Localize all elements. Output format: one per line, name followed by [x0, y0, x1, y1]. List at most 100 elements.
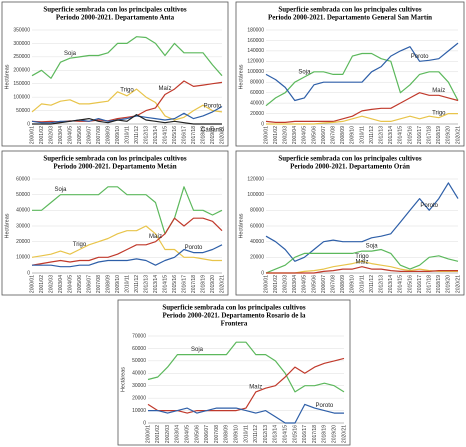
y-tick-label: 200000 — [13, 68, 30, 74]
series-label: Maíz — [355, 259, 368, 265]
x-tick-label: 2013/14 — [273, 425, 279, 443]
y-tick-label: 0 — [27, 121, 30, 127]
x-tick-label: 2005/06 — [194, 425, 200, 443]
x-tick-label: 2000/01 — [29, 275, 35, 293]
x-tick-label: 2003/04 — [58, 275, 64, 293]
x-tick-label: 2017/18 — [312, 425, 318, 443]
x-tick-label: 2012/13 — [143, 275, 149, 293]
x-tick-label: 2008/09 — [340, 126, 346, 144]
x-tick-label: 2017/18 — [191, 275, 197, 293]
x-tick-label: 2007/08 — [96, 275, 102, 293]
x-tick-label: 2004/05 — [67, 126, 73, 144]
x-tick-label: 2020/21 — [455, 275, 461, 293]
x-tick-label: 2010/11 — [124, 126, 130, 144]
y-tick-label: 10000 — [132, 408, 146, 414]
x-tick-label: 2002/03 — [48, 275, 54, 293]
y-tick-label: 0 — [27, 270, 30, 276]
series-label: Poroto — [316, 403, 334, 409]
chart-title: Superficie sembrada con los principales … — [278, 155, 422, 163]
x-tick-label: 2002/03 — [165, 425, 171, 443]
x-tick-label: 2004/05 — [185, 425, 191, 443]
chart-title: Periodo 2000-2021. Departamento Anta — [56, 14, 175, 22]
x-tick-label: 2015/16 — [172, 126, 178, 144]
y-tick-label: 100000 — [13, 94, 30, 100]
panel-frame — [1, 150, 229, 296]
y-tick-label: 0 — [261, 121, 264, 127]
series-label: Soja — [64, 51, 77, 57]
y-tick-label: 350000 — [13, 27, 30, 33]
x-tick-label: 2010/11 — [124, 275, 130, 293]
x-tick-label: 2016/17 — [417, 126, 423, 144]
series-label: Cártamo — [201, 128, 225, 134]
series-line — [31, 88, 223, 121]
x-tick-label: 2020/21 — [341, 425, 347, 443]
series-line — [148, 403, 344, 424]
y-tick-label: 40000 — [132, 371, 146, 377]
y-tick-label: 50000 — [16, 192, 30, 198]
x-tick-label: 2006/07 — [204, 425, 210, 443]
x-tick-label: 2000/01 — [145, 425, 151, 443]
series-label: Maíz — [432, 88, 445, 94]
chart-title: Superficie sembrada con los principales … — [43, 155, 187, 163]
series-label: Trigo — [120, 87, 134, 93]
y-tick-label: 30000 — [16, 223, 30, 229]
y-tick-label: 120000 — [247, 59, 264, 65]
x-tick-label: 2019/20 — [332, 425, 338, 443]
x-tick-label: 2002/03 — [283, 126, 289, 144]
panel-frame — [117, 299, 351, 446]
x-tick-label: 2018/19 — [200, 126, 206, 144]
series-line — [265, 52, 459, 107]
y-tick-label: 250000 — [13, 54, 30, 60]
series-line — [31, 36, 223, 79]
chart-title: Periodo 2000-2021. Departamento Rosario … — [162, 312, 306, 320]
series-label: Maíz — [249, 385, 262, 391]
x-tick-label: 2009/10 — [115, 275, 121, 293]
y-tick-label: 140000 — [247, 48, 264, 54]
x-tick-label: 2018/19 — [436, 126, 442, 144]
series-line — [266, 266, 458, 274]
series-label: Soja — [54, 187, 67, 193]
x-tick-label: 2008/09 — [224, 425, 230, 443]
x-tick-label: 2004/05 — [67, 275, 73, 293]
y-tick-label: 150000 — [13, 81, 30, 87]
y-tick-label: 20000 — [16, 239, 30, 245]
y-tick-label: 60000 — [132, 346, 146, 352]
x-tick-label: 2002/03 — [48, 126, 54, 144]
x-tick-label: 2007/08 — [96, 126, 102, 144]
x-tick-label: 2006/07 — [321, 275, 327, 293]
y-axis-label: Hectáreas — [238, 213, 244, 238]
chart-title: Periodo 2000-2021. Departamento General … — [268, 14, 432, 22]
x-tick-label: 2009/10 — [234, 425, 240, 443]
x-tick-label: 2019/20 — [446, 126, 452, 144]
y-axis-label: Hectáreas — [120, 367, 126, 392]
x-tick-label: 2020/21 — [219, 126, 225, 144]
x-tick-label: 2016/17 — [181, 126, 187, 144]
chart-title: Periodo 2000-2021. Departamento Orán — [290, 163, 410, 171]
y-tick-label: 80000 — [250, 208, 264, 214]
series-line — [265, 182, 459, 262]
series-line — [265, 248, 459, 274]
y-tick-label: 180000 — [247, 27, 264, 33]
x-tick-label: 2012/13 — [263, 425, 269, 443]
y-tick-label: 30000 — [132, 383, 146, 389]
x-tick-label: 2020/21 — [455, 126, 461, 144]
series-label: Soja — [298, 70, 311, 76]
y-axis-label: Hectáreas — [4, 213, 10, 238]
chart-panel: Superficie sembrada con los principales … — [117, 299, 351, 446]
series-label: Poroto — [411, 54, 429, 60]
x-tick-label: 2001/02 — [155, 425, 161, 443]
x-tick-label: 2011/12 — [134, 126, 140, 144]
x-tick-label: 2012/13 — [379, 126, 385, 144]
y-tick-label: 50000 — [16, 108, 30, 114]
x-tick-label: 2003/04 — [58, 126, 64, 144]
series-line — [265, 92, 459, 124]
x-tick-label: 2013/14 — [388, 275, 394, 293]
series-label: Trigo — [432, 110, 446, 116]
series-line — [31, 217, 223, 266]
chart-title: Frontera — [221, 320, 248, 328]
x-tick-label: 2001/02 — [273, 126, 279, 144]
chart-panel: Superficie sembrada con los principales … — [235, 1, 465, 147]
x-tick-label: 2011/12 — [369, 275, 375, 293]
x-tick-label: 2006/07 — [86, 126, 92, 144]
y-tick-label: 120000 — [247, 176, 264, 182]
